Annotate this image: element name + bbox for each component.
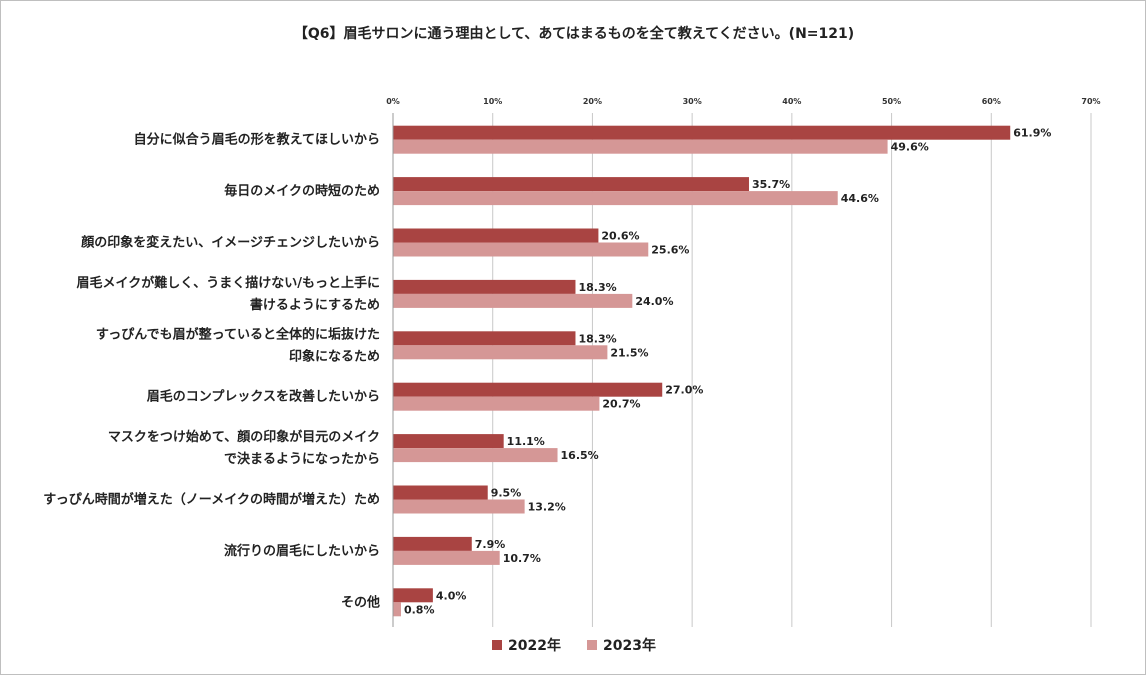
x-tick-label: 50%	[882, 97, 901, 106]
x-tick-label: 60%	[982, 97, 1001, 106]
bar-2023	[393, 345, 608, 360]
legend-swatch-2023	[587, 640, 597, 650]
category-label: すっぴんでも眉が整っていると全体的に垢抜けた	[96, 326, 380, 342]
data-label: 18.3%	[578, 332, 616, 345]
bar-2023	[393, 242, 649, 257]
bar-2023	[393, 602, 401, 617]
x-tick-label: 10%	[483, 97, 502, 106]
legend-item-2023: 2023年	[587, 635, 656, 655]
data-label: 24.0%	[635, 295, 673, 308]
bar-2022	[393, 536, 472, 551]
data-label: 20.7%	[602, 398, 640, 411]
bar-2023	[393, 448, 558, 463]
bar-2022	[393, 485, 488, 500]
data-label: 7.9%	[475, 538, 506, 551]
data-label: 11.1%	[507, 435, 545, 448]
category-label: で決まるようになったから	[224, 451, 380, 467]
category-label: 顔の印象を変えたい、イメージチェンジしたいから	[80, 235, 380, 251]
category-label: マスクをつけ始めて、顔の印象が目元のメイク	[108, 429, 380, 445]
legend-label-2023: 2023年	[603, 638, 656, 654]
bar-2022	[393, 382, 663, 397]
data-label: 27.0%	[665, 384, 703, 397]
category-label: 書けるようにするため	[250, 297, 380, 313]
bar-2023	[393, 293, 633, 308]
chart-title: 【Q6】眉毛サロンに通う理由として、あてはまるものを全て教えてください。(N=1…	[293, 26, 855, 42]
data-label: 10.7%	[503, 552, 541, 565]
legend-swatch-2022	[492, 640, 503, 650]
category-label: その他	[341, 594, 380, 610]
x-tick-label: 30%	[683, 97, 702, 106]
x-tick-label: 0%	[386, 97, 400, 106]
data-label: 20.6%	[601, 230, 639, 243]
data-label: 61.9%	[1013, 127, 1051, 140]
bar-2022	[393, 279, 576, 294]
data-label: 0.8%	[404, 603, 435, 616]
bar-2023	[393, 396, 600, 411]
legend-label-2022: 2022年	[508, 638, 561, 654]
category-label: 印象になるため	[289, 348, 380, 364]
data-label: 35.7%	[752, 178, 790, 191]
data-label: 18.3%	[578, 281, 616, 294]
data-label: 21.5%	[610, 346, 648, 359]
bar-2022	[393, 331, 576, 346]
data-label: 13.2%	[528, 501, 566, 514]
legend-item-2022: 2022年	[492, 635, 561, 655]
bar-2022	[393, 125, 1011, 140]
category-label: 流行りの眉毛にしたいから	[224, 543, 380, 559]
data-label: 25.6%	[651, 244, 689, 257]
category-label: 眉毛のコンプレックスを改善したいから	[147, 389, 380, 405]
bar-2022	[393, 228, 599, 243]
category-label: すっぴん時間が増えた（ノーメイクの時間が増えた）ため	[43, 492, 380, 508]
x-tick-label: 20%	[583, 97, 602, 106]
data-label: 9.5%	[491, 487, 522, 500]
bar-2023	[393, 550, 500, 565]
bar-2023	[393, 191, 838, 206]
category-label: 眉毛メイクが難しく、うまく描けない/もっと上手に	[77, 275, 381, 291]
bar-2022	[393, 434, 504, 449]
bar-2023	[393, 499, 525, 514]
x-tick-label: 70%	[1081, 97, 1100, 106]
data-label: 49.6%	[891, 141, 929, 154]
data-label: 44.6%	[841, 192, 879, 205]
x-tick-label: 40%	[782, 97, 801, 106]
data-label: 4.0%	[436, 589, 467, 602]
category-label: 毎日のメイクの時短のため	[224, 183, 380, 199]
category-label: 自分に似合う眉毛の形を教えてほしいから	[134, 132, 380, 148]
bar-2022	[393, 177, 749, 192]
data-label: 16.5%	[561, 449, 599, 462]
legend: 2022年 2023年	[1, 635, 1146, 655]
bar-2023	[393, 139, 888, 154]
bar-2022	[393, 588, 433, 603]
